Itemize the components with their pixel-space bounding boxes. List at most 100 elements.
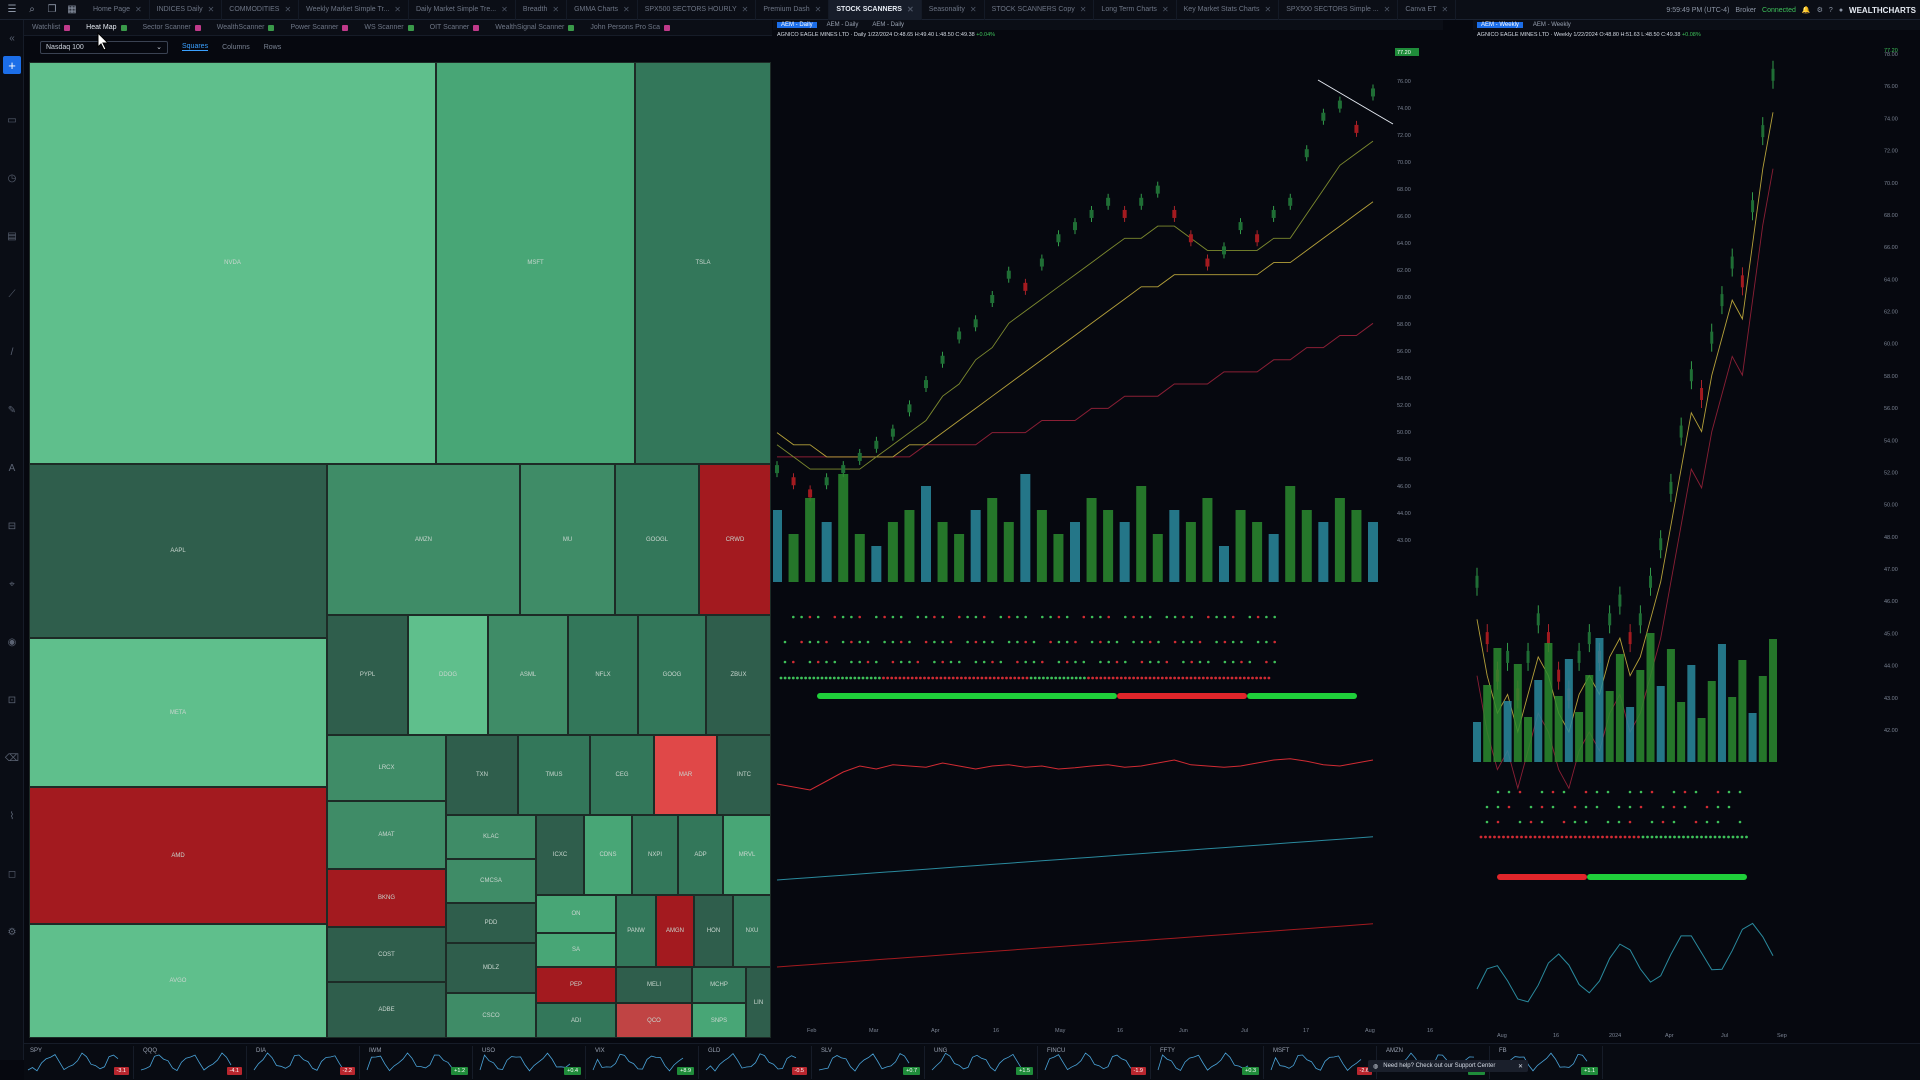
heatmap-cell[interactable]: AMZN <box>327 464 520 615</box>
weekly-chart[interactable]: 78.00 76.00 74.00 72.00 70.00 68.00 66.00 64.00… <box>1473 42 1920 1040</box>
ticker-mini-chart[interactable]: UNG +1.5 <box>928 1046 1038 1079</box>
workspace-tab[interactable]: SPX500 SECTORS Simple ... ✕ <box>1279 0 1399 20</box>
close-icon[interactable]: ✕ <box>969 5 977 14</box>
heatmap-cell[interactable]: NVDA <box>29 62 436 464</box>
measure-icon[interactable]: ⌖ <box>9 578 15 590</box>
daily-chart-tab[interactable]: AEM - Daily <box>777 22 817 28</box>
gear-icon[interactable]: ⚙ <box>1816 7 1823 14</box>
heatmap-cell[interactable]: ADI <box>536 1003 616 1038</box>
ticker-mini-chart[interactable]: USO +0.4 <box>476 1046 586 1079</box>
heatmap-cell[interactable]: MCHP <box>692 967 746 1003</box>
workspace-tab[interactable]: Daily Market Simple Tre... ✕ <box>409 0 516 20</box>
collapse-icon[interactable]: « <box>9 32 15 44</box>
chat-icon[interactable]: ◻ <box>7 868 17 880</box>
heatmap-cell[interactable]: MELI <box>616 967 692 1003</box>
close-icon[interactable]: ✕ <box>394 5 401 14</box>
search-icon[interactable]: ⌕ <box>29 4 35 15</box>
clock-icon[interactable]: ◷ <box>7 172 17 184</box>
heatmap-cell[interactable]: META <box>29 638 327 787</box>
heatmap-cell[interactable]: ZBUX <box>706 615 771 735</box>
heatmap-cell[interactable]: NXU <box>733 895 771 967</box>
close-icon[interactable]: ✕ <box>1079 5 1087 14</box>
ticker-mini-chart[interactable]: MSFT -2.6 <box>1267 1046 1377 1079</box>
workspace-tab[interactable]: SPX500 SECTORS HOURLY ✕ <box>638 0 757 20</box>
heatmap-cell[interactable]: SNPS <box>692 1003 746 1038</box>
scanner-tab[interactable]: Sector Scanner <box>135 20 209 36</box>
heatmap-cell[interactable]: HON <box>694 895 733 967</box>
heatmap-cell[interactable]: MAR <box>654 735 717 815</box>
ticker-mini-chart[interactable]: FFTY +0.3 <box>1154 1046 1264 1079</box>
close-icon[interactable]: ✕ <box>1517 1063 1523 1070</box>
workspace-tab[interactable]: Weekly Market Simple Tr... ✕ <box>299 0 409 20</box>
heatmap-cell[interactable]: GOOGL <box>615 464 699 615</box>
support-toast[interactable]: ◍ Need help? Check out our Support Cente… <box>1368 1060 1528 1072</box>
workspace-tab[interactable]: Premium Dash ✕ <box>756 0 830 20</box>
heatmap-cell[interactable]: ON <box>536 895 616 933</box>
ticker-mini-chart[interactable]: VIX +8.9 <box>589 1046 699 1079</box>
workspace-tab[interactable]: INDICES Daily ✕ <box>150 0 223 20</box>
workspace-tab[interactable]: Home Page ✕ <box>86 0 150 20</box>
ticker-mini-chart[interactable]: IWM +1.2 <box>363 1046 473 1079</box>
close-icon[interactable]: ✕ <box>284 5 292 14</box>
heatmap-cell[interactable]: MDLZ <box>446 943 536 993</box>
heatmap-cell[interactable]: ICXC <box>536 815 584 895</box>
broker-label[interactable]: Broker <box>1735 6 1757 14</box>
brush-icon[interactable]: ✎ <box>7 404 17 416</box>
chart-icon[interactable]: ⌇ <box>9 810 15 822</box>
close-icon[interactable]: ✕ <box>814 5 822 14</box>
daily-chart-tab[interactable]: AEM - Daily <box>826 22 859 28</box>
bell-icon[interactable]: 🔔 <box>1801 7 1811 14</box>
workspace-tab[interactable]: Seasonality ✕ <box>922 0 985 20</box>
heatmap-cell[interactable]: ASML <box>488 615 568 735</box>
close-icon[interactable]: ✕ <box>623 5 630 14</box>
ticker-mini-chart[interactable]: FINCU -1.9 <box>1041 1046 1151 1079</box>
scanner-tab[interactable]: WS Scanner <box>356 20 421 36</box>
heatmap-cell[interactable]: GOOG <box>638 615 706 735</box>
daily-chart-tab[interactable]: AEM - Daily <box>872 22 905 28</box>
heatmap-cell[interactable]: MU <box>520 464 615 615</box>
daily-chart[interactable]: 78.0076.0074.0072.0070.0068.0066.0064.00… <box>773 42 1443 1040</box>
eye-icon[interactable]: ◉ <box>7 636 17 648</box>
settings-icon[interactable]: ⚙ <box>7 926 17 938</box>
heatmap-cell[interactable]: TXN <box>446 735 518 815</box>
ticker-mini-chart[interactable]: SPY -3.1 <box>24 1046 134 1079</box>
heatmap-cell[interactable]: PDD <box>446 903 536 943</box>
close-icon[interactable]: ✕ <box>1264 5 1272 14</box>
heatmap-cell[interactable]: ADBE <box>327 982 446 1038</box>
help-icon[interactable]: ? <box>1828 6 1833 14</box>
heatmap-cell[interactable]: ADP <box>678 815 723 895</box>
scanner-tab[interactable]: Watchlist <box>24 20 78 36</box>
heatmap-cell[interactable]: BKNG <box>327 869 446 927</box>
workspace-tab[interactable]: COMMODITIES ✕ <box>222 0 300 20</box>
ticker-mini-chart[interactable]: SLV +0.7 <box>815 1046 925 1079</box>
heatmap-cell[interactable]: CRWD <box>699 464 771 615</box>
scanner-tab[interactable]: WealthSignal Scanner <box>487 20 582 36</box>
pencil-icon[interactable]: / <box>10 346 14 358</box>
close-icon[interactable]: ✕ <box>1161 5 1169 14</box>
scanner-tab[interactable]: Heat Map <box>78 20 134 36</box>
ticker-mini-chart[interactable]: QQQ -4.1 <box>137 1046 247 1079</box>
heatmap-cell[interactable]: SA <box>536 933 616 967</box>
heatmap-cell[interactable]: AAPL <box>29 464 327 638</box>
avatar[interactable]: ● <box>1838 6 1844 14</box>
heatmap-cell[interactable]: DDOG <box>408 615 488 735</box>
trash-icon[interactable]: ⌫ <box>4 752 20 764</box>
text-icon[interactable]: A <box>8 462 16 474</box>
view-rows-button[interactable]: Rows <box>263 43 282 51</box>
heatmap-cell[interactable]: AMGN <box>656 895 694 967</box>
weekly-chart-tab[interactable]: AEM - Weekly <box>1532 22 1571 28</box>
ticker-mini-chart[interactable]: FB +1.1 <box>1493 1046 1603 1079</box>
heatmap-cell[interactable]: CEG <box>590 735 654 815</box>
heatmap-cell[interactable]: PYPL <box>327 615 408 735</box>
close-icon[interactable]: ✕ <box>1441 5 1449 14</box>
workspace-tab[interactable]: Long Term Charts ✕ <box>1094 0 1177 20</box>
trend-line-icon[interactable]: ⟋ <box>8 288 16 300</box>
heatmap-cell[interactable]: CDNS <box>584 815 632 895</box>
close-icon[interactable]: ✕ <box>552 5 560 14</box>
close-icon[interactable]: ✕ <box>741 5 749 14</box>
close-icon[interactable]: ✕ <box>501 5 508 14</box>
workspace-tab[interactable]: Key Market Stats Charts ✕ <box>1177 0 1280 20</box>
close-icon[interactable]: ✕ <box>1383 5 1391 14</box>
heatmap-cell[interactable]: TMUS <box>518 735 590 815</box>
heatmap-cell[interactable]: AVGO <box>29 924 327 1038</box>
